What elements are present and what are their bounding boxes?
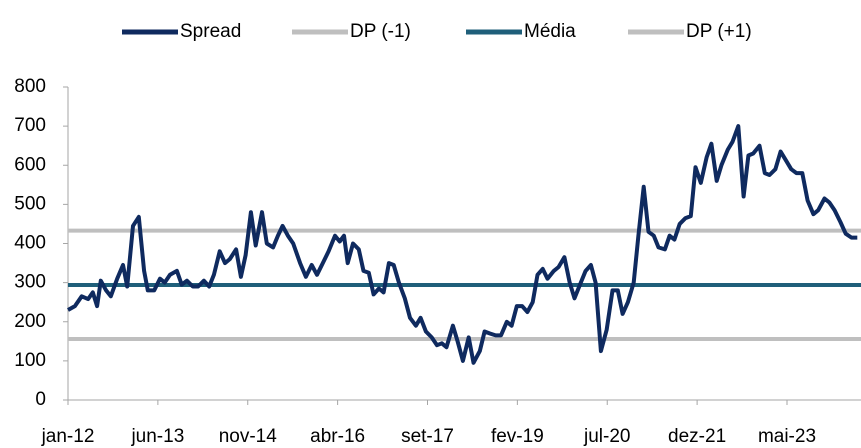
legend-label: DP (-1) [350, 21, 411, 42]
x-tick-label: nov-14 [219, 426, 278, 447]
y-tick-label: 200 [14, 311, 46, 332]
series-line [67, 124, 858, 365]
y-tick-label: 300 [14, 272, 46, 293]
x-tick-label: fev-19 [491, 426, 544, 447]
x-tick-label: set-17 [401, 426, 454, 447]
y-tick-label: 100 [14, 350, 46, 371]
y-tick-label: 0 [35, 389, 46, 410]
y-tick-label: 700 [14, 115, 46, 136]
x-tick-label: dez-21 [668, 426, 726, 447]
legend-label: Média [524, 21, 576, 42]
legend-label: DP (+1) [686, 21, 752, 42]
x-tick-label: mai-23 [758, 426, 816, 447]
x-tick-label: jan-12 [41, 426, 95, 447]
legend-label: Spread [180, 21, 241, 42]
y-tick-label: 600 [14, 154, 46, 175]
x-tick-label: abr-16 [310, 426, 365, 447]
y-tick-label: 500 [14, 193, 46, 214]
x-tick-label: jun-13 [130, 426, 184, 447]
y-tick-label: 800 [14, 76, 46, 97]
x-tick-label: jul-20 [583, 426, 630, 447]
y-tick-label: 400 [14, 233, 46, 254]
